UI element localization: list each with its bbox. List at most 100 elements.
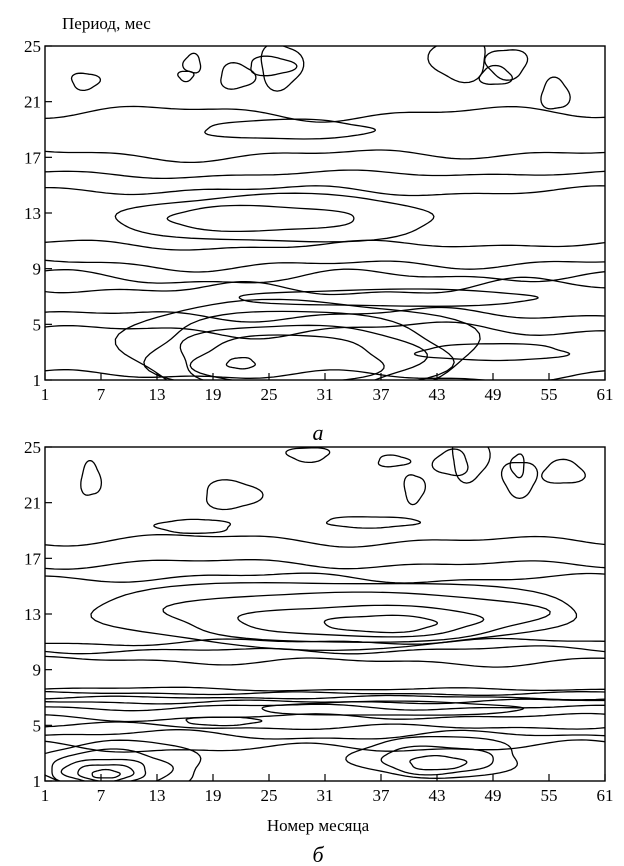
contour-line [427, 46, 486, 84]
x-tick-label: 7 [97, 385, 106, 404]
contour-line [204, 118, 376, 140]
contour-line [153, 518, 232, 534]
contour-line [45, 534, 605, 548]
y-tick-label: 9 [33, 260, 42, 279]
contour-line [45, 694, 605, 701]
contour-line [45, 698, 605, 705]
contour-line [285, 447, 331, 464]
x-tick-label: 37 [373, 385, 391, 404]
y-tick-label: 17 [24, 549, 42, 568]
contour-line [45, 369, 605, 380]
contour-line [185, 716, 263, 727]
x-tick-label: 37 [373, 786, 391, 805]
contour-line [45, 149, 605, 164]
panel-letter: а [313, 420, 324, 445]
contour-line [45, 729, 605, 740]
contour-line [540, 76, 571, 110]
contour-line [45, 259, 605, 273]
contour-line [60, 758, 147, 781]
x-tick-label: 31 [317, 786, 334, 805]
contour-line [409, 754, 468, 771]
y-tick-label: 5 [33, 716, 42, 735]
contour-line [182, 52, 202, 74]
contour-line [484, 49, 529, 81]
y-ticks: 1 5 9 13 17 21 25 [24, 37, 52, 390]
x-tick-label: 13 [149, 786, 166, 805]
plot-frame [44, 446, 606, 782]
x-tick-label: 61 [597, 385, 614, 404]
x-tick-label: 1 [41, 385, 50, 404]
contour-line [403, 474, 427, 506]
x-ticks: 1 7 13 19 25 31 37 43 49 55 61 [41, 774, 614, 805]
contour-line [45, 690, 605, 696]
y-tick-label: 1 [33, 772, 42, 791]
contour-line [45, 559, 605, 570]
y-tick-label: 21 [24, 93, 41, 112]
x-tick-label: 19 [205, 786, 222, 805]
contour-line [45, 276, 605, 296]
x-tick-label: 19 [205, 385, 222, 404]
contour-line [51, 748, 174, 781]
contour-line [345, 735, 519, 779]
y-tick-label: 9 [33, 661, 42, 680]
x-tick-label: 13 [149, 385, 166, 404]
panel-letter: б [312, 842, 324, 866]
y-ticks: 1 5 9 13 17 21 25 [24, 438, 52, 791]
x-tick-label: 55 [541, 385, 558, 404]
contour-line [238, 288, 539, 307]
contour-layer [45, 447, 605, 781]
contour-line [70, 72, 102, 92]
contour-line [45, 655, 605, 668]
contour-line [114, 192, 435, 243]
contour-line [177, 70, 195, 83]
y-tick-label: 25 [24, 37, 41, 56]
contour-line [45, 637, 605, 647]
contour-line [45, 169, 605, 180]
x-tick-label: 49 [485, 786, 502, 805]
contour-line [189, 334, 385, 380]
contour-line [205, 479, 264, 511]
contour-line [225, 356, 256, 370]
y-tick-label: 21 [24, 494, 41, 513]
contour-line [45, 185, 605, 197]
contour-line [45, 321, 605, 340]
contour-line [45, 721, 605, 731]
x-tick-label: 31 [317, 385, 334, 404]
contour-line [179, 324, 428, 380]
x-tick-label: 7 [97, 786, 106, 805]
contour-line [237, 604, 485, 638]
contour-line [500, 461, 539, 500]
y-axis-title: Период, мес [62, 14, 151, 33]
x-tick-label: 55 [541, 786, 558, 805]
x-tick-label: 49 [485, 385, 502, 404]
x-tick-label: 43 [429, 786, 446, 805]
contour-line [377, 454, 412, 468]
contour-line [45, 712, 605, 723]
contour-line [250, 55, 298, 77]
contour-line [323, 614, 439, 634]
y-tick-label: 25 [24, 438, 41, 457]
x-tick-label: 1 [41, 786, 50, 805]
y-tick-label: 17 [24, 148, 42, 167]
y-tick-label: 1 [33, 371, 42, 390]
x-tick-label: 43 [429, 385, 446, 404]
contour-line [45, 572, 605, 584]
contour-line [260, 46, 305, 92]
y-tick-label: 13 [24, 204, 41, 223]
contour-line [77, 764, 135, 781]
panel-a: Период, мес 1 7 13 19 25 31 37 43 49 55 61 1591317… [24, 14, 614, 445]
contour-line [114, 298, 481, 380]
contour-line [80, 459, 103, 496]
contour-line [431, 448, 469, 477]
contour-line [541, 458, 586, 484]
contour-line [45, 239, 605, 251]
contour-line [45, 306, 605, 323]
contour-line [325, 516, 422, 529]
contour-line [413, 343, 571, 362]
contour-line [45, 105, 605, 123]
x-tick-label: 61 [597, 786, 614, 805]
plot-frame [44, 45, 606, 381]
contour-line [220, 62, 257, 90]
